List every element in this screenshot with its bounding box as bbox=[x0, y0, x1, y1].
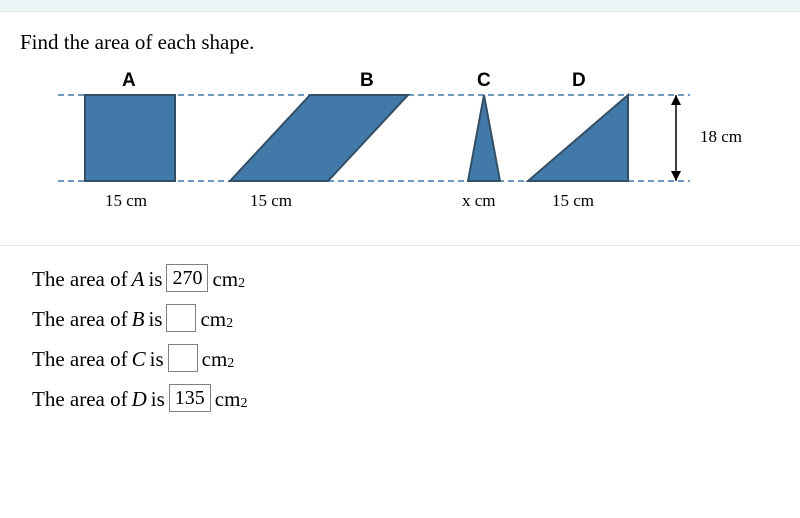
dim-c: x cm bbox=[462, 191, 496, 211]
shape-d bbox=[528, 95, 628, 181]
answer-d-prefix: The area of bbox=[32, 387, 128, 412]
answer-d-sup: 2 bbox=[240, 396, 247, 412]
answer-b-prefix: The area of bbox=[32, 307, 128, 332]
dim-a: 15 cm bbox=[105, 191, 147, 211]
answers-block: The area of A is 270 cm2 The area of B i… bbox=[20, 264, 780, 412]
shapes-diagram: A B C D 15 cm 15 cm x cm 15 cm 18 cm bbox=[30, 61, 790, 231]
height-label: 18 cm bbox=[700, 127, 742, 147]
shape-c bbox=[468, 95, 500, 181]
answer-b-letter: B bbox=[132, 307, 145, 332]
answer-a-prefix: The area of bbox=[32, 267, 128, 292]
answer-b-input[interactable] bbox=[166, 304, 196, 332]
answer-b-mid: is bbox=[148, 307, 162, 332]
answer-d-unit: cm bbox=[215, 387, 241, 412]
question-prompt: Find the area of each shape. bbox=[20, 30, 780, 55]
answer-a-input[interactable]: 270 bbox=[166, 264, 208, 292]
shape-a bbox=[85, 95, 175, 181]
dim-b: 15 cm bbox=[250, 191, 292, 211]
shape-b bbox=[230, 95, 408, 181]
question-content: Find the area of each shape. A B C D 15 … bbox=[0, 12, 800, 412]
label-c: C bbox=[477, 70, 491, 92]
dim-d: 15 cm bbox=[552, 191, 594, 211]
answer-a-mid: is bbox=[148, 267, 162, 292]
label-b: B bbox=[360, 70, 374, 92]
answer-a-sup: 2 bbox=[238, 276, 245, 292]
answer-c-unit: cm bbox=[202, 347, 228, 372]
answer-c-sup: 2 bbox=[227, 356, 234, 372]
answer-line-a: The area of A is 270 cm2 bbox=[32, 264, 780, 292]
answer-line-c: The area of C is cm2 bbox=[32, 344, 780, 372]
answer-c-prefix: The area of bbox=[32, 347, 128, 372]
answer-c-letter: C bbox=[132, 347, 146, 372]
answer-d-input[interactable]: 135 bbox=[169, 384, 211, 412]
height-arrow-down bbox=[671, 171, 681, 181]
answer-b-unit: cm bbox=[200, 307, 226, 332]
answer-a-unit: cm bbox=[212, 267, 238, 292]
answer-b-sup: 2 bbox=[226, 316, 233, 332]
divider-line bbox=[0, 245, 800, 246]
top-bar bbox=[0, 0, 800, 12]
height-arrow-up bbox=[671, 95, 681, 105]
label-d: D bbox=[572, 70, 586, 92]
answer-c-input[interactable] bbox=[168, 344, 198, 372]
answer-line-b: The area of B is cm2 bbox=[32, 304, 780, 332]
answer-d-letter: D bbox=[132, 387, 147, 412]
answer-c-mid: is bbox=[150, 347, 164, 372]
answer-line-d: The area of D is 135 cm2 bbox=[32, 384, 780, 412]
answer-a-letter: A bbox=[132, 267, 145, 292]
label-a: A bbox=[122, 70, 136, 92]
answer-d-mid: is bbox=[151, 387, 165, 412]
